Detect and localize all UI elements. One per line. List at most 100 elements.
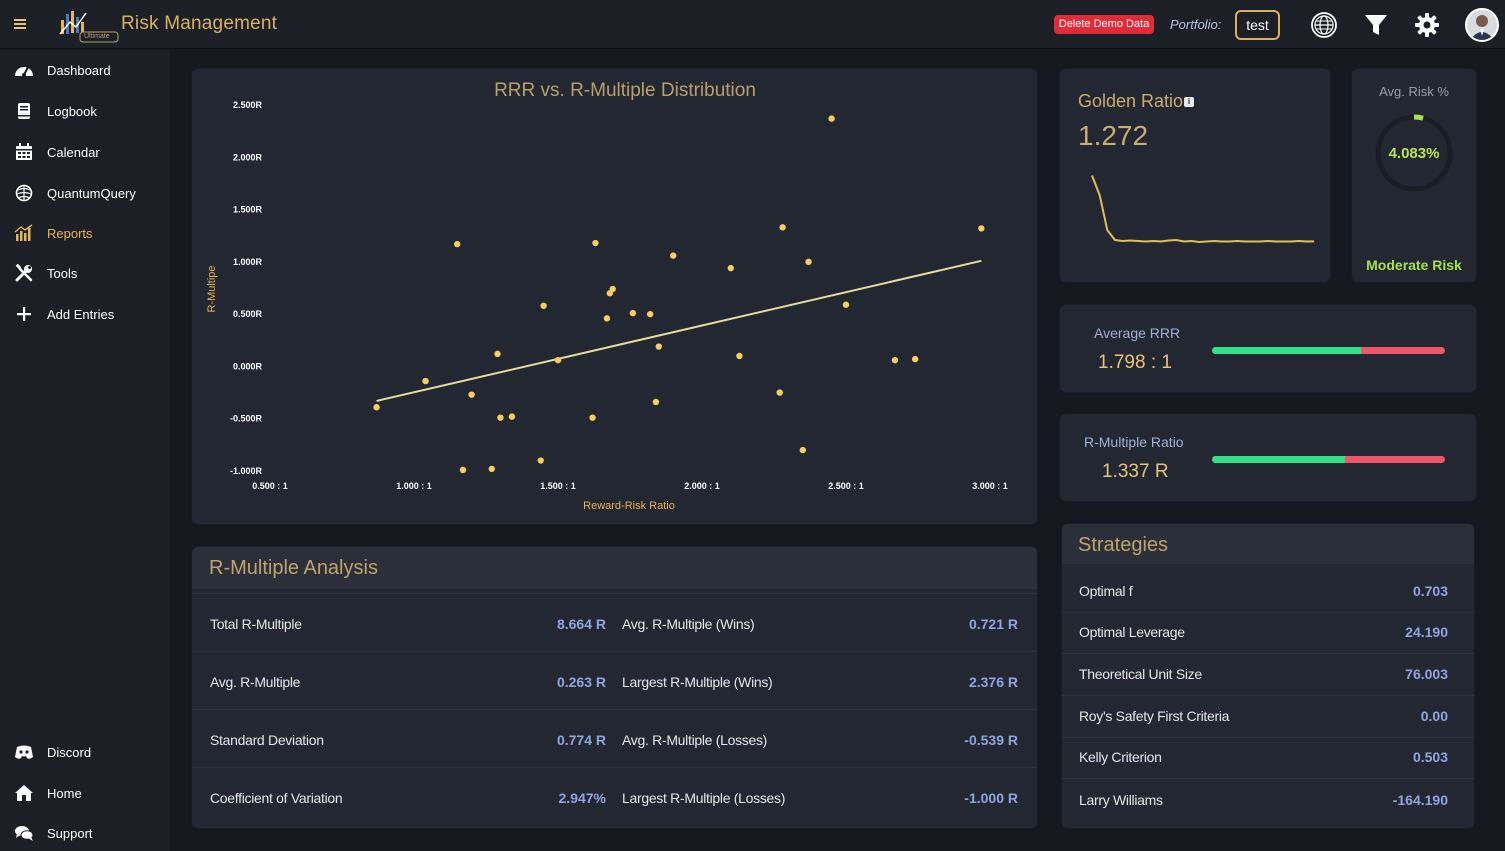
scatter-point[interactable] xyxy=(736,352,743,360)
strategy-value: 0.703 xyxy=(1412,583,1448,599)
strategy-value: 76.003 xyxy=(1405,666,1448,682)
average-rrr-value: 1.798 : 1 xyxy=(1098,352,1172,373)
y-tick-label: -1.000R xyxy=(230,466,263,476)
scatter-point[interactable] xyxy=(842,301,850,308)
user-avatar[interactable] xyxy=(1465,8,1499,42)
scatter-point[interactable] xyxy=(373,404,380,411)
scatter-point[interactable] xyxy=(891,356,899,364)
info-icon[interactable]: i xyxy=(1184,97,1194,107)
scatter-point[interactable] xyxy=(540,302,547,309)
comments-icon xyxy=(13,823,35,843)
x-tick-label: 1.000 : 1 xyxy=(396,481,432,491)
sidebar-item-label: Discord xyxy=(47,744,92,760)
brain-icon xyxy=(13,183,35,203)
scatter-point[interactable] xyxy=(646,310,654,318)
delete-demo-data-button[interactable]: Delete Demo Data xyxy=(1054,15,1154,34)
sidebar-item-quantumquery[interactable]: QuantumQuery xyxy=(0,175,170,211)
scatter-point[interactable] xyxy=(592,239,599,247)
scatter-point[interactable] xyxy=(454,240,461,248)
scatter-point[interactable] xyxy=(422,377,429,385)
chart-title: RRR vs. R-Multiple Distribution xyxy=(494,80,756,101)
gear-icon[interactable] xyxy=(1413,11,1441,39)
sidebar-item-dashboard[interactable]: Dashboard xyxy=(0,52,170,88)
scatter-point[interactable] xyxy=(727,264,734,272)
strategy-label: Optimal f xyxy=(1079,583,1133,599)
tools-icon xyxy=(13,263,35,283)
sidebar-item-tools[interactable]: Tools xyxy=(0,255,170,291)
list-item: Larry Williams -164.190 xyxy=(1062,780,1474,822)
y-tick-label: 1.500R xyxy=(233,205,263,215)
portfolio-selector[interactable]: test xyxy=(1235,10,1280,40)
sidebar-item-home[interactable]: Home xyxy=(0,775,170,811)
scatter-point[interactable] xyxy=(978,225,985,232)
sidebar-item-reports[interactable]: Reports xyxy=(0,215,170,251)
metric-value: 0.263 R xyxy=(556,674,606,690)
metric-label: Total R-Multiple xyxy=(210,616,302,632)
sidebar-item-label: Add Entries xyxy=(47,306,115,322)
scatter-point[interactable] xyxy=(805,258,812,266)
scatter-point[interactable] xyxy=(670,252,677,259)
app-logo[interactable]: Ultimate xyxy=(58,8,120,44)
list-item: Roy's Safety First Criteria 0.00 xyxy=(1062,696,1474,738)
scatter-point[interactable] xyxy=(776,389,783,396)
r-multiple-ratio-bar xyxy=(1212,456,1445,463)
filter-icon[interactable] xyxy=(1362,11,1390,39)
sidebar-item-support[interactable]: Support xyxy=(0,815,170,851)
scatter-point[interactable] xyxy=(609,285,616,293)
scatter-point[interactable] xyxy=(497,414,504,421)
table-row: Avg. R-Multiple 0.263 R Largest R-Multip… xyxy=(192,651,1037,709)
x-tick-label: 1.500 : 1 xyxy=(540,481,576,491)
strategies-card: Strategies Optimal f 0.703 Optimal Lever… xyxy=(1062,524,1474,828)
scatter-point[interactable] xyxy=(911,355,919,363)
metric-value: 2.947% xyxy=(558,790,606,806)
y-tick-label: 2.500R xyxy=(233,100,263,110)
metric-value: -0.539 R xyxy=(964,732,1018,748)
sidebar-item-calendar[interactable]: Calendar xyxy=(0,134,170,170)
app-title: Risk Management xyxy=(121,13,278,34)
scatter-point[interactable] xyxy=(554,356,562,364)
trendline xyxy=(376,259,982,402)
sidebar-item-label: Dashboard xyxy=(47,62,111,78)
list-item: Theoretical Unit Size 76.003 xyxy=(1062,654,1474,696)
avg-risk-card: Avg. Risk % 4.083% Moderate Risk xyxy=(1352,69,1476,282)
risk-gauge xyxy=(1375,114,1453,192)
home-icon xyxy=(13,783,35,803)
globe-icon[interactable] xyxy=(1310,11,1338,39)
list-item: Optimal Leverage 24.190 xyxy=(1062,612,1474,654)
x-tick-label: 2.500 : 1 xyxy=(828,481,864,491)
menu-icon[interactable] xyxy=(14,14,28,34)
scatter-point[interactable] xyxy=(779,224,786,231)
golden-ratio-title: Golden Ratio xyxy=(1078,91,1184,111)
scatter-point[interactable] xyxy=(508,413,516,420)
scatter-point[interactable] xyxy=(488,465,495,473)
sidebar-item-label: QuantumQuery xyxy=(47,185,136,201)
scatter-point[interactable] xyxy=(494,350,501,358)
scatter-point[interactable] xyxy=(655,343,662,350)
sidebar-item-discord[interactable]: Discord xyxy=(0,734,170,770)
scatter-point[interactable] xyxy=(652,398,660,406)
scatter-point[interactable] xyxy=(468,391,475,398)
scatter-point[interactable] xyxy=(799,446,806,454)
bar-positive xyxy=(1212,456,1345,463)
metric-label: Largest R-Multiple (Losses) xyxy=(622,790,786,806)
r-multiple-ratio-label: R-Multiple Ratio xyxy=(1084,434,1184,450)
strategy-label: Larry Williams xyxy=(1079,792,1163,808)
table-row: Standard Deviation 0.774 R Avg. R-Multip… xyxy=(192,709,1037,767)
golden-ratio-card: Golden Ratio i 1.272 xyxy=(1060,69,1330,282)
scatter-point[interactable] xyxy=(589,414,596,421)
y-axis-label: R-Multipe xyxy=(206,265,218,312)
scatter-point[interactable] xyxy=(603,315,611,322)
scatter-point[interactable] xyxy=(537,457,544,464)
scatter-point[interactable] xyxy=(828,115,835,122)
scatter-point[interactable] xyxy=(629,309,637,317)
scatter-chart-canvas: RRR vs. R-Multiple Distribution Reward-R… xyxy=(206,80,1008,512)
average-rrr-bar xyxy=(1212,347,1445,354)
strategies-header: Strategies xyxy=(1062,524,1474,564)
x-tick-label: 0.500 : 1 xyxy=(252,481,288,491)
sidebar-item-add-entries[interactable]: Add Entries xyxy=(0,296,170,332)
strategy-value: 24.190 xyxy=(1405,624,1448,640)
scatter-point[interactable] xyxy=(459,466,467,474)
list-item: Optimal f 0.703 xyxy=(1062,571,1474,613)
sidebar-item-label: Home xyxy=(47,785,82,801)
sidebar-item-logbook[interactable]: Logbook xyxy=(0,93,170,129)
